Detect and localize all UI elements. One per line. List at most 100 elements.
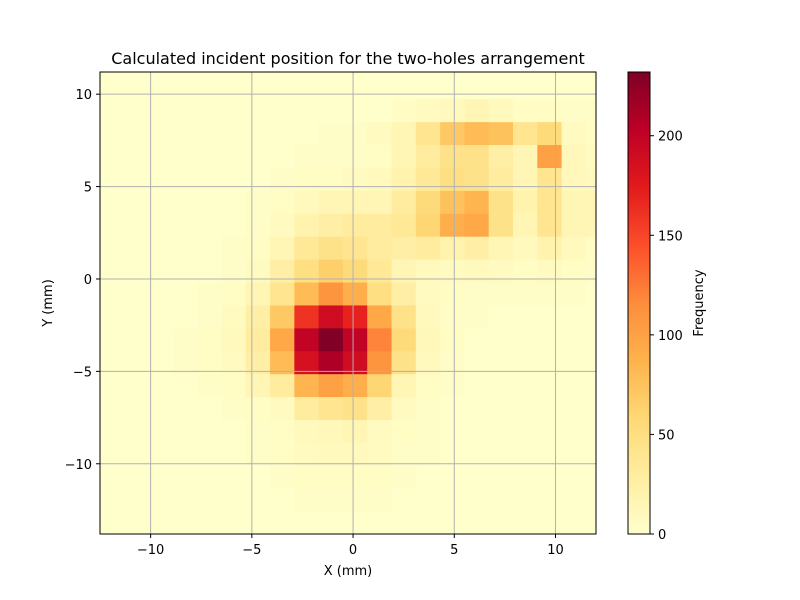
heatmap-cell [537, 327, 563, 352]
heatmap-cell [318, 190, 344, 214]
heatmap-cell [537, 144, 563, 168]
heatmap-cell [537, 72, 563, 77]
heatmap-cell [172, 373, 198, 398]
heatmap-cell [221, 98, 247, 123]
heatmap-cell [585, 213, 596, 237]
heatmap-cell [245, 281, 271, 306]
heatmap-cell [464, 350, 490, 375]
heatmap-cell [221, 304, 247, 329]
heatmap-cell [197, 327, 223, 352]
heatmap-cell [100, 304, 125, 329]
heatmap-cell [488, 488, 514, 512]
heatmap-cell [391, 236, 417, 260]
heatmap-cell [391, 350, 417, 375]
heatmap-cell [318, 75, 344, 100]
heatmap-cell [585, 259, 596, 283]
heatmap-cell [585, 144, 596, 168]
heatmap-cell [124, 72, 150, 77]
heatmap-cell [561, 281, 587, 306]
heatmap-cell [124, 98, 150, 123]
heatmap-cell [464, 75, 490, 100]
heatmap-cell [100, 213, 125, 237]
heatmap-cell [124, 259, 150, 283]
heatmap-cell [537, 465, 563, 489]
heatmap-cell [342, 419, 368, 443]
heatmap-cell [342, 144, 368, 168]
heatmap-cell [415, 144, 441, 168]
heatmap-cell [512, 213, 538, 237]
heatmap-cell [440, 419, 466, 443]
heatmap-cell [415, 259, 441, 283]
heatmap-cell [172, 75, 198, 100]
heatmap-cell [512, 350, 538, 375]
heatmap-cell [464, 281, 490, 306]
heatmap-cell [440, 236, 466, 260]
heatmap-cell [561, 327, 587, 352]
heatmap-cell [537, 75, 563, 100]
heatmap-cell [197, 75, 223, 100]
heatmap-cell [294, 465, 320, 489]
heatmap-cell [464, 327, 490, 352]
heatmap-cell [464, 98, 490, 123]
heatmap-cell [512, 465, 538, 489]
heatmap-cell [221, 488, 247, 512]
heatmap-cell [318, 72, 344, 77]
heatmap-cell [391, 72, 417, 77]
heatmap-cell [367, 373, 393, 398]
chart-title: Calculated incident position for the two… [111, 49, 585, 68]
heatmap-cell [488, 281, 514, 306]
heatmap-cell [318, 167, 344, 191]
heatmap-cell [440, 465, 466, 489]
heatmap-cell [172, 121, 198, 146]
heatmap-cell [440, 281, 466, 306]
heatmap-cell [367, 511, 393, 534]
heatmap-cell [391, 488, 417, 512]
heatmap-cell [415, 442, 441, 466]
heatmap-cell [148, 121, 174, 146]
heatmap-cell [342, 304, 368, 329]
heatmap-cell [440, 396, 466, 421]
heatmap-cell [512, 419, 538, 443]
heatmap-cell [512, 511, 538, 534]
heatmap-cell [512, 75, 538, 100]
heatmap-cell [561, 121, 587, 146]
heatmap-cell [488, 121, 514, 146]
heatmap-cell [100, 281, 125, 306]
y-axis-label: Y (mm) [41, 279, 56, 328]
heatmap-cell [318, 213, 344, 237]
heatmap-cell [100, 121, 125, 146]
heatmap-cell [294, 442, 320, 466]
colorbar-tick-label: 50 [658, 428, 675, 443]
heatmap-cell [488, 396, 514, 421]
heatmap-cell [148, 350, 174, 375]
heatmap-cell [488, 442, 514, 466]
heatmap-cell [367, 465, 393, 489]
heatmap-cell [488, 419, 514, 443]
heatmap-cell [270, 259, 295, 283]
heatmap-cell [440, 327, 466, 352]
heatmap-cell [440, 488, 466, 512]
colorbar-ticks: 0 50 100 150 200 [650, 130, 683, 543]
heatmap-cell [488, 304, 514, 329]
heatmap-cell [561, 213, 587, 237]
heatmap-cell [415, 488, 441, 512]
heatmap-cell [318, 488, 344, 512]
heatmap-cell [100, 144, 125, 168]
heatmap-cell [415, 213, 441, 237]
heatmap-cell [124, 304, 150, 329]
heatmap-cell [294, 121, 320, 146]
heatmap-cell [512, 167, 538, 191]
heatmap-cell [270, 488, 295, 512]
heatmap-cell [197, 419, 223, 443]
heatmap-cell [391, 304, 417, 329]
heatmap-cell [124, 396, 150, 421]
heatmap-cell [342, 442, 368, 466]
heatmap-cell [561, 419, 587, 443]
heatmap-cell [342, 327, 368, 352]
heatmap-cell [100, 465, 125, 489]
heatmap-cell [585, 488, 596, 512]
heatmap-cell [148, 75, 174, 100]
heatmap-cell [464, 167, 490, 191]
heatmap-cell [221, 259, 247, 283]
